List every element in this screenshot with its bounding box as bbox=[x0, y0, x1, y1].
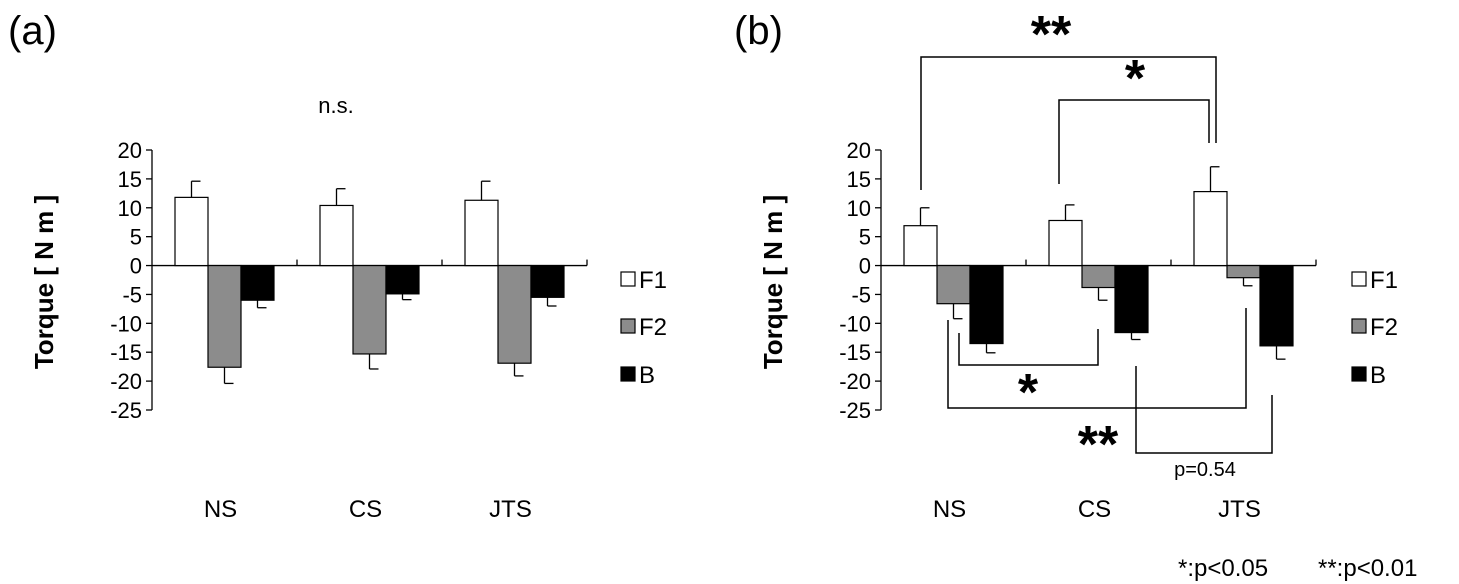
category-label-a-cs: CS bbox=[349, 496, 382, 523]
sig-label-ns-cs-f2: * bbox=[1018, 364, 1039, 422]
plot-area: 20 15 10 5 0 -5 -10 -15 -20 -25 NS CS JTS F1 F2 B 20 15 10… bbox=[110, 138, 1398, 523]
ns-annotation: n.s. bbox=[318, 93, 353, 118]
category-label-b-cs: CS bbox=[1078, 496, 1111, 523]
legend-label-a-f1: F1 bbox=[639, 267, 667, 294]
y-tick-label-a-2: 10 bbox=[118, 196, 142, 221]
legend-swatch-a-f1 bbox=[620, 271, 636, 287]
category-label-a-ns: NS bbox=[204, 496, 237, 523]
y-tick-label-a-1: 15 bbox=[118, 167, 142, 192]
sig-bracket-ns-jts-f2 bbox=[947, 308, 1247, 409]
bar-a-cs-b bbox=[385, 264, 420, 295]
panel-b-label: (b) bbox=[734, 9, 783, 53]
sig-bracket-cs-jts-f1 bbox=[1058, 99, 1210, 184]
y-tick-label-a-3: 5 bbox=[130, 225, 142, 250]
sig-bracket-cs-jts-b bbox=[1135, 366, 1273, 454]
category-label-a-jts: JTS bbox=[489, 496, 532, 523]
y-tick-label-a-8: -20 bbox=[110, 369, 142, 394]
sig-bracket-ns-jts-f1 bbox=[920, 56, 1217, 190]
bar-b-cs-f2 bbox=[1081, 264, 1116, 289]
legend-swatch-a-f2 bbox=[620, 318, 636, 334]
bar-a-jts-f1 bbox=[464, 199, 499, 267]
sig-label-cs-jts-f1: * bbox=[1125, 50, 1146, 108]
bar-a-cs-f1 bbox=[319, 204, 354, 267]
y-tick-label-a-4: 0 bbox=[130, 254, 142, 279]
bar-b-cs-f1 bbox=[1048, 219, 1083, 267]
bar-b-cs-b bbox=[1114, 264, 1149, 334]
panel-b-chart: 20 15 10 5 0 -5 -10 -15 -20 -25 NS CS JTS F1 F2 B bbox=[839, 138, 1398, 523]
y-tick-label-b-4: 0 bbox=[859, 254, 871, 279]
legend-swatch-b-f1 bbox=[1351, 271, 1367, 287]
legend-label-b-f2: F2 bbox=[1370, 314, 1398, 341]
y-tick-label-a-0: 20 bbox=[118, 138, 142, 163]
bar-b-jts-b bbox=[1259, 264, 1294, 347]
p-value-cs-jts-b: p=0.54 bbox=[1174, 459, 1236, 481]
bar-a-cs-f2 bbox=[352, 264, 387, 355]
bar-a-jts-f2 bbox=[497, 264, 532, 364]
y-tick-label-b-5: -5 bbox=[851, 282, 871, 307]
y-axis-label-b: Torque [ N m ] bbox=[758, 195, 788, 369]
legend-swatch-b-b bbox=[1351, 366, 1367, 382]
y-tick-label-a-9: -25 bbox=[110, 398, 142, 423]
bar-a-ns-b bbox=[240, 264, 275, 301]
legend-label-a-f2: F2 bbox=[639, 314, 667, 341]
legend-label-b-b: B bbox=[1370, 362, 1386, 389]
legend-label-a-b: B bbox=[639, 362, 655, 389]
legend-swatch-a-b bbox=[620, 366, 636, 382]
category-label-b-jts: JTS bbox=[1218, 496, 1261, 523]
y-tick-label-a-6: -10 bbox=[110, 311, 142, 336]
bar-a-ns-f1 bbox=[174, 196, 209, 267]
y-axis-label-a: Torque [ N m ] bbox=[29, 195, 59, 369]
y-tick-label-b-8: -20 bbox=[839, 369, 871, 394]
legend-label-b-f1: F1 bbox=[1370, 267, 1398, 294]
footnote-double-star: **:p<0.01 bbox=[1318, 555, 1417, 582]
bar-b-ns-f1 bbox=[903, 225, 938, 267]
panel-a-chart: 20 15 10 5 0 -5 -10 -15 -20 -25 NS CS JTS F1 F2 B bbox=[110, 138, 667, 523]
significance-annotations: ** * * ** p=0.54 bbox=[920, 6, 1273, 481]
legend-swatch-b-f2 bbox=[1351, 318, 1367, 334]
panel-a-label: (a) bbox=[8, 9, 57, 53]
category-label-b-ns: NS bbox=[933, 496, 966, 523]
y-tick-label-b-1: 15 bbox=[847, 167, 871, 192]
sig-label-cs-jts-b: ** bbox=[1078, 416, 1119, 474]
bar-a-jts-b bbox=[530, 264, 565, 298]
y-tick-label-b-6: -10 bbox=[839, 311, 871, 336]
sig-bracket-ns-cs-f2 bbox=[958, 329, 1099, 366]
y-tick-label-b-2: 10 bbox=[847, 196, 871, 221]
bar-b-jts-f2 bbox=[1226, 264, 1261, 279]
bar-b-jts-f1 bbox=[1193, 191, 1228, 267]
y-tick-label-a-5: -5 bbox=[122, 282, 142, 307]
bar-a-ns-f2 bbox=[207, 264, 242, 368]
y-tick-label-b-7: -15 bbox=[839, 340, 871, 365]
y-tick-label-b-0: 20 bbox=[847, 138, 871, 163]
y-tick-label-b-9: -25 bbox=[839, 398, 871, 423]
bar-b-ns-b bbox=[969, 264, 1004, 345]
y-tick-label-a-7: -15 bbox=[110, 340, 142, 365]
sig-label-ns-jts-f1: ** bbox=[1031, 6, 1072, 64]
footnote-single-star: *:p<0.05 bbox=[1178, 555, 1268, 582]
bar-b-ns-f2 bbox=[936, 264, 971, 305]
y-tick-label-b-3: 5 bbox=[859, 225, 871, 250]
